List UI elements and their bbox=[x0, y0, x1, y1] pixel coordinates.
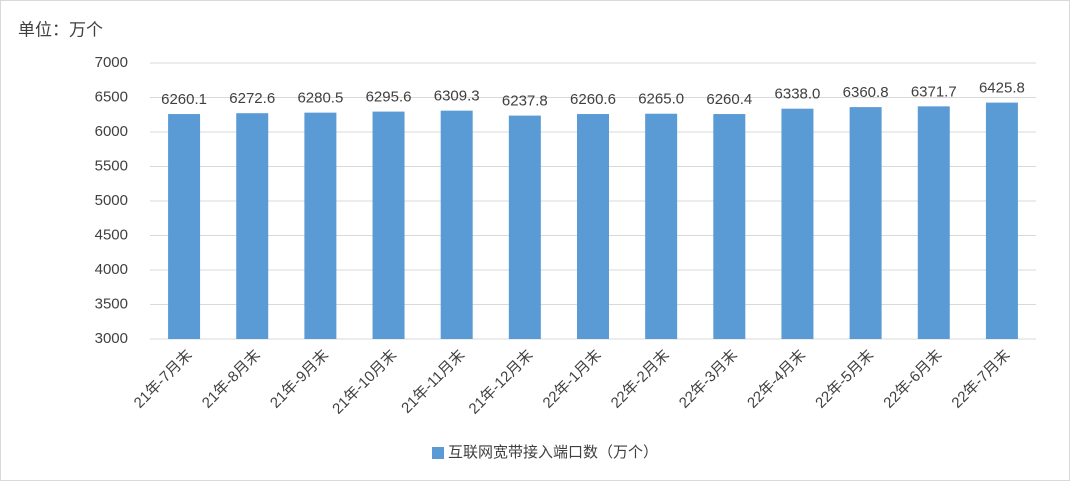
unit-annotation: 单位：万个 bbox=[18, 20, 103, 39]
bar bbox=[645, 113, 678, 339]
value-label: 6260.4 bbox=[706, 91, 752, 108]
y-tick-label: 3500 bbox=[95, 295, 128, 312]
bar bbox=[849, 107, 882, 339]
bar bbox=[236, 113, 269, 339]
y-tick-label: 5500 bbox=[95, 157, 128, 174]
value-label: 6237.8 bbox=[502, 93, 548, 110]
value-label: 6265.0 bbox=[638, 91, 684, 108]
y-tick-label: 4500 bbox=[95, 226, 128, 243]
bar bbox=[917, 106, 950, 340]
value-label: 6295.6 bbox=[366, 89, 412, 106]
y-tick-label: 3000 bbox=[95, 330, 128, 347]
value-label: 6371.7 bbox=[911, 83, 957, 100]
bar bbox=[985, 102, 1018, 339]
value-label: 6425.8 bbox=[979, 80, 1025, 97]
bar bbox=[508, 115, 541, 339]
bar bbox=[440, 110, 473, 340]
legend-label: 互联网宽带接入端口数（万个） bbox=[448, 444, 658, 461]
bar bbox=[781, 108, 814, 339]
value-label: 6338.0 bbox=[775, 86, 821, 103]
legend-swatch bbox=[432, 447, 444, 459]
bar bbox=[713, 114, 746, 339]
bar bbox=[168, 114, 201, 339]
value-label: 6309.3 bbox=[434, 88, 480, 105]
value-label: 6280.5 bbox=[297, 90, 343, 107]
bar bbox=[372, 111, 405, 339]
bar bbox=[304, 112, 337, 339]
y-tick-label: 5000 bbox=[95, 192, 128, 209]
bar bbox=[577, 114, 609, 339]
y-tick-label: 6000 bbox=[95, 123, 128, 140]
value-label: 6260.6 bbox=[570, 91, 616, 108]
y-tick-label: 4000 bbox=[95, 261, 128, 278]
value-label: 6272.6 bbox=[229, 90, 275, 107]
y-tick-label: 6500 bbox=[95, 88, 128, 105]
value-label: 6360.8 bbox=[843, 84, 889, 101]
value-label: 6260.1 bbox=[161, 91, 207, 108]
y-tick-label: 7000 bbox=[95, 54, 128, 71]
